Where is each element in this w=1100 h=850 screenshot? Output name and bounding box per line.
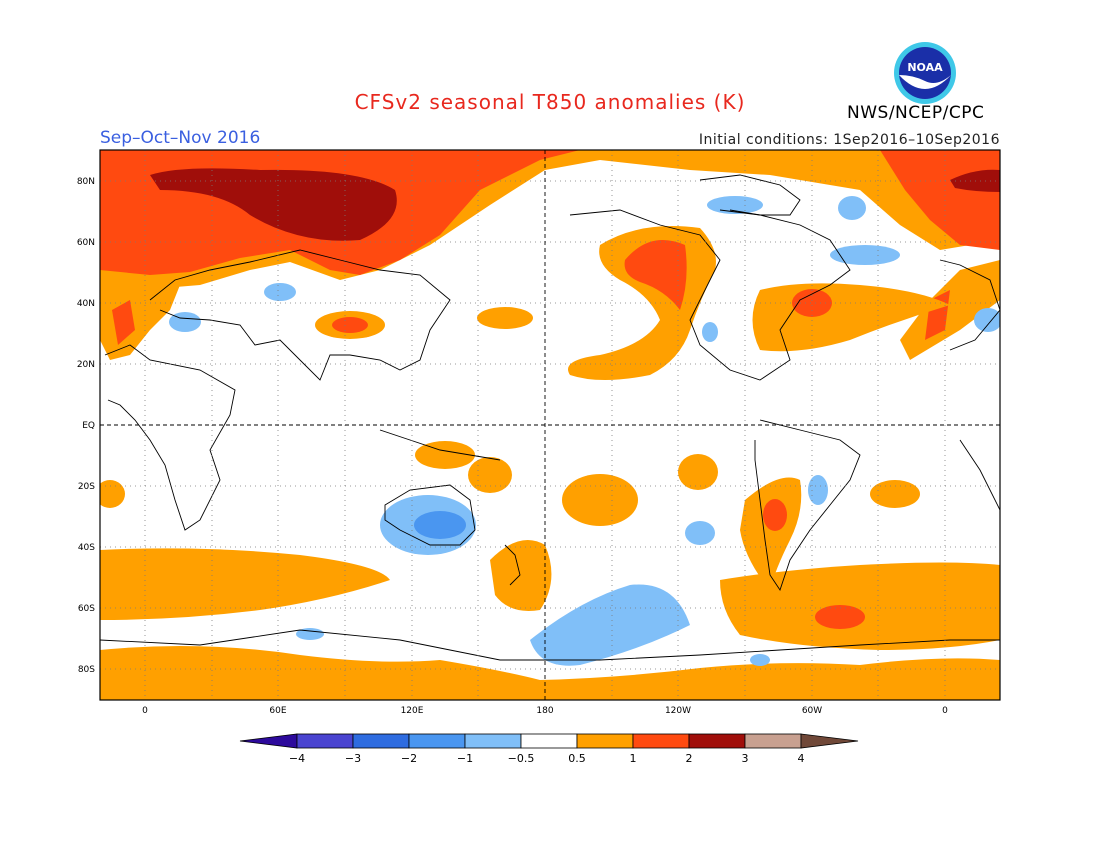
colorbar-swatch xyxy=(352,733,410,749)
lon-label: 0 xyxy=(942,706,948,716)
anomaly-cool-labrador xyxy=(830,245,900,265)
colorbar-swatch xyxy=(408,733,466,749)
anomaly-cool-samerica-east xyxy=(808,475,828,505)
agency-label: NWS/NCEP/CPC xyxy=(847,103,985,123)
colorbar-label: −0.5 xyxy=(508,752,535,765)
lat-label: 60N xyxy=(77,238,95,248)
lon-label: 120W xyxy=(665,706,691,716)
lon-label: 180 xyxy=(536,706,553,716)
latitude-axis: 80N 60N 40N 20N EQ 20S 40S 60S 80S xyxy=(77,177,95,675)
colorbar-label: −1 xyxy=(457,752,473,765)
lat-label: EQ xyxy=(82,421,95,431)
anomaly-moderate-chile xyxy=(763,499,787,531)
anomaly-cool-antarctic-coast xyxy=(296,628,324,640)
anomaly-warm-southern-ocean-east xyxy=(720,562,1000,650)
anomaly-warm-spacific xyxy=(562,474,638,526)
colorbar-label: −2 xyxy=(401,752,417,765)
anomaly-cool-drake-south xyxy=(750,654,770,666)
anomaly-warm-samerica xyxy=(740,477,802,590)
colorbar-swatch xyxy=(744,733,802,749)
anomaly-warm-npacific xyxy=(477,307,533,329)
anomaly-warm-iberia-east xyxy=(900,260,1000,360)
anomaly-field xyxy=(100,150,1000,700)
colorbar-swatch xyxy=(464,733,522,749)
anomaly-warm-epacific xyxy=(678,454,718,490)
anomaly-warm-indonesia xyxy=(415,441,475,469)
anomaly-cool-australia-core xyxy=(414,511,466,539)
colorbar-swatch xyxy=(296,733,354,749)
anomaly-warm-nz xyxy=(490,540,552,611)
lat-label: 20N xyxy=(77,360,95,370)
lat-label: 40S xyxy=(78,543,95,553)
colorbar-arrow-left xyxy=(239,733,298,749)
anomaly-cool-mexico xyxy=(702,322,718,342)
colorbar-label: 0.5 xyxy=(568,752,586,765)
lat-label: 80N xyxy=(77,177,95,187)
lon-label: 60W xyxy=(802,706,822,716)
colorbar-label: −3 xyxy=(345,752,361,765)
colorbar-label: 1 xyxy=(630,752,637,765)
colorbar-swatch xyxy=(520,733,578,749)
anomaly-moderate-iberia xyxy=(112,300,135,345)
colorbar-swatch xyxy=(688,733,746,749)
colorbar-label: 2 xyxy=(686,752,693,765)
anomaly-moderate-eastus xyxy=(792,289,832,317)
colorbar-swatch xyxy=(576,733,634,749)
anomaly-cool-mediterranean xyxy=(169,312,201,332)
anomaly-moderate-tibet xyxy=(332,317,368,333)
anomaly-warm-safrica-west xyxy=(100,480,125,508)
colorbar-label: 4 xyxy=(798,752,805,765)
colorbar xyxy=(239,733,859,749)
colorbar-label: −4 xyxy=(289,752,305,765)
noaa-logo: NOAA xyxy=(894,42,956,104)
lon-label: 0 xyxy=(142,706,148,716)
lat-label: 20S xyxy=(78,482,95,492)
anomaly-moderate-drake xyxy=(815,605,865,629)
anomaly-cool-south-pacific xyxy=(530,584,690,666)
lat-label: 40N xyxy=(77,299,95,309)
anomaly-warm-antarctica xyxy=(100,646,1000,700)
map-title: CFSv2 seasonal T850 anomalies (K) xyxy=(354,90,746,114)
anomaly-warm-southern-ocean-west xyxy=(100,548,390,620)
anomaly-cool-epacific-south xyxy=(685,521,715,545)
map-frame xyxy=(99,149,1001,701)
colorbar-label: 3 xyxy=(742,752,749,765)
colorbar-arrow-right xyxy=(800,733,859,749)
coastlines xyxy=(100,174,1000,661)
anomaly-strong-siberia xyxy=(150,168,397,241)
anomaly-cool-greenland xyxy=(707,196,763,214)
season-label: Sep–Oct–Nov 2016 xyxy=(100,128,261,148)
noaa-logo-text: NOAA xyxy=(907,61,943,74)
lon-label: 120E xyxy=(401,706,424,716)
lat-label: 60S xyxy=(78,604,95,614)
anomaly-warm-satlantic xyxy=(870,480,920,508)
colorbar-labels: −4 −3 −2 −1 −0.5 0.5 1 2 3 4 xyxy=(289,752,805,765)
anomaly-cool-caspian xyxy=(264,283,296,301)
lat-label: 80S xyxy=(78,665,95,675)
longitude-axis: 0 60E 120E 180 120W 60W 0 xyxy=(142,706,948,716)
colorbar-swatch xyxy=(632,733,690,749)
anomaly-warm-coral-sea xyxy=(468,457,512,493)
anomaly-moderate-namerica xyxy=(624,240,687,310)
lon-label: 60E xyxy=(269,706,286,716)
initial-conditions-label: Initial conditions: 1Sep2016–10Sep2016 xyxy=(698,132,1000,148)
anomaly-cool-iberia-east xyxy=(974,308,1000,332)
anomaly-cool-hudson xyxy=(838,196,866,220)
